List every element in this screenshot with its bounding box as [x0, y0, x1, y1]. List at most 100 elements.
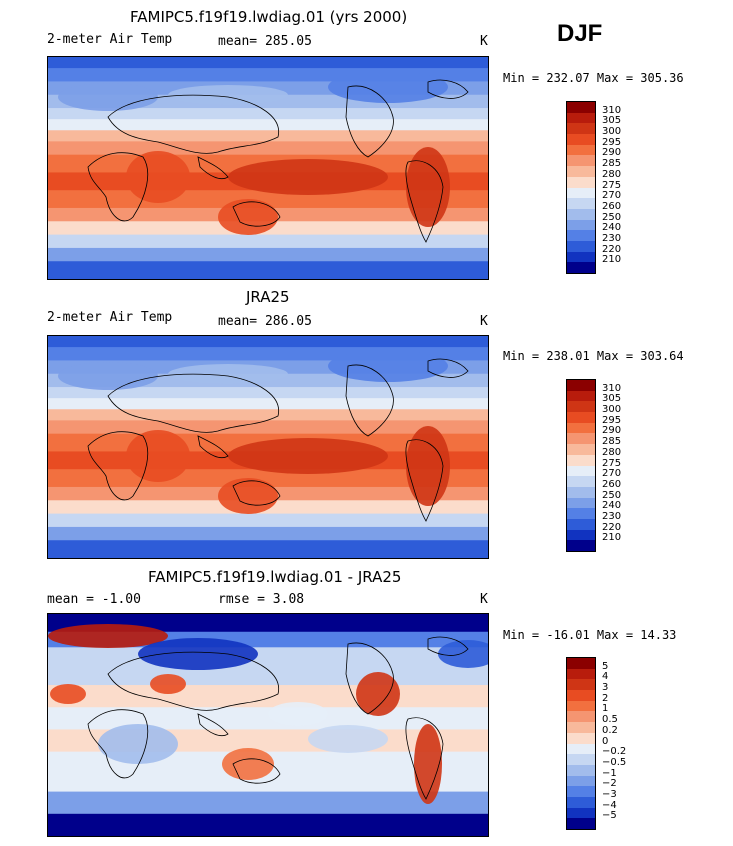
colorbar-tick-label: 290	[602, 147, 622, 159]
colorbar-tick-label: 5	[602, 660, 609, 672]
panel-1-colorbar-labels: 310 305 300 295 290 285 280 275 270 260 250 240 230 2…	[602, 101, 642, 272]
colorbar-swatch	[567, 754, 595, 765]
colorbar-swatch	[567, 486, 595, 498]
panel-1-minmax: Min = 232.07 Max = 305.36	[503, 71, 684, 85]
panel-1-variable: 2-meter Air Temp	[47, 32, 173, 47]
colorbar-swatch	[567, 775, 595, 787]
colorbar-tick-label: −0.5	[602, 756, 627, 768]
colorbar-tick-label: 305	[602, 393, 622, 405]
panel-2-minmax: Min = 238.01 Max = 303.64	[503, 349, 684, 363]
colorbar-tick-label: 250	[602, 489, 622, 501]
colorbar-swatch	[567, 433, 595, 445]
colorbar-tick-label: 270	[602, 468, 622, 480]
colorbar-tick-label: 280	[602, 168, 622, 180]
panel-3-units: K	[480, 592, 488, 607]
colorbar-swatch	[567, 187, 595, 199]
colorbar-tick-label: 260	[602, 478, 622, 490]
panel-2-colorbar-labels: 310 305 300 295 290 285 280 275 270 260 250 240 230 2…	[602, 379, 642, 550]
colorbar-swatch	[567, 166, 595, 177]
colorbar-tick-label: 0	[602, 735, 609, 747]
colorbar-swatch	[567, 454, 595, 466]
colorbar-swatch	[567, 134, 595, 145]
colorbar-tick-label: 1	[602, 703, 609, 715]
panel-2-units: K	[480, 314, 488, 329]
colorbar-tick-label: −0.2	[602, 746, 627, 758]
colorbar-tick-label: 280	[602, 446, 622, 458]
colorbar-swatch	[567, 679, 595, 691]
colorbar-tick-label: −2	[602, 778, 617, 790]
colorbar-swatch	[567, 112, 595, 124]
colorbar-tick-label: 260	[602, 200, 622, 212]
colorbar-tick-label: 270	[602, 190, 622, 202]
colorbar-swatch	[567, 401, 595, 413]
colorbar-swatch	[567, 208, 595, 220]
colorbar-tick-label: 295	[602, 136, 622, 148]
colorbar-tick-label: 285	[602, 158, 622, 170]
colorbar-swatch	[567, 412, 595, 423]
colorbar-tick-label: 210	[602, 532, 622, 544]
panel-3-colorbar	[566, 657, 596, 830]
panel-3-map	[47, 613, 489, 837]
colorbar-tick-label: 230	[602, 510, 622, 522]
colorbar-tick-label: 240	[602, 500, 622, 512]
colorbar-tick-label: 220	[602, 243, 622, 255]
colorbar-swatch	[567, 219, 595, 231]
colorbar-swatch	[567, 465, 595, 477]
colorbar-swatch	[567, 123, 595, 135]
colorbar-swatch	[567, 711, 595, 723]
panel-3-rmse: rmse = 3.08	[218, 592, 305, 607]
panel-1-map	[47, 56, 489, 280]
colorbar-swatch	[567, 786, 595, 797]
season-label: DJF	[557, 20, 603, 47]
colorbar-swatch	[567, 380, 595, 391]
panel-3-minmax: Min = -16.01 Max = 14.33	[503, 628, 677, 642]
colorbar-tick-label: 250	[602, 211, 622, 223]
panel-3-colorbar-labels: 5 4 3 2 1 0.5 0.2 0 −0.2 −0.5 −1 −2 −3 −4 −5	[602, 657, 642, 828]
colorbar-swatch	[567, 144, 595, 156]
colorbar-tick-label: 220	[602, 521, 622, 533]
colorbar-tick-label: 300	[602, 126, 622, 138]
colorbar-swatch	[567, 390, 595, 402]
colorbar-swatch	[567, 540, 595, 551]
colorbar-swatch	[567, 508, 595, 519]
colorbar-swatch	[567, 102, 595, 113]
panel-1-units: K	[480, 34, 488, 49]
colorbar-tick-label: 210	[602, 254, 622, 266]
colorbar-tick-label: 2	[602, 692, 609, 704]
panel-2-title: JRA25	[246, 288, 290, 306]
colorbar-swatch	[567, 732, 595, 744]
colorbar-swatch	[567, 230, 595, 241]
colorbar-swatch	[567, 518, 595, 530]
colorbar-tick-label: 275	[602, 457, 622, 469]
panel-1-title: FAMIPC5.f19f19.lwdiag.01 (yrs 2000)	[130, 8, 408, 26]
colorbar-tick-label: 290	[602, 425, 622, 437]
colorbar-swatch	[567, 818, 595, 829]
colorbar-swatch	[567, 422, 595, 434]
panel-2-map	[47, 335, 489, 559]
colorbar-tick-label: 295	[602, 414, 622, 426]
colorbar-swatch	[567, 476, 595, 487]
colorbar-tick-label: 285	[602, 436, 622, 448]
colorbar-tick-label: 310	[602, 104, 622, 116]
colorbar-swatch	[567, 444, 595, 455]
colorbar-tick-label: 305	[602, 115, 622, 127]
colorbar-swatch	[567, 529, 595, 541]
colorbar-tick-label: 300	[602, 404, 622, 416]
colorbar-swatch	[567, 658, 595, 669]
panel-2-variable: 2-meter Air Temp	[47, 310, 173, 325]
colorbar-swatch	[567, 240, 595, 252]
colorbar-swatch	[567, 722, 595, 733]
colorbar-swatch	[567, 700, 595, 712]
colorbar-swatch	[567, 796, 595, 808]
panel-3-mean: mean = -1.00	[47, 592, 141, 607]
colorbar-tick-label: −4	[602, 799, 617, 811]
colorbar-swatch	[567, 743, 595, 755]
colorbar-tick-label: −3	[602, 788, 617, 800]
colorbar-tick-label: 240	[602, 222, 622, 234]
panel-2-mean: mean= 286.05	[218, 314, 312, 329]
colorbar-swatch	[567, 690, 595, 701]
colorbar-swatch	[567, 198, 595, 209]
colorbar-tick-label: −1	[602, 767, 617, 779]
colorbar-tick-label: 310	[602, 382, 622, 394]
colorbar-swatch	[567, 155, 595, 167]
